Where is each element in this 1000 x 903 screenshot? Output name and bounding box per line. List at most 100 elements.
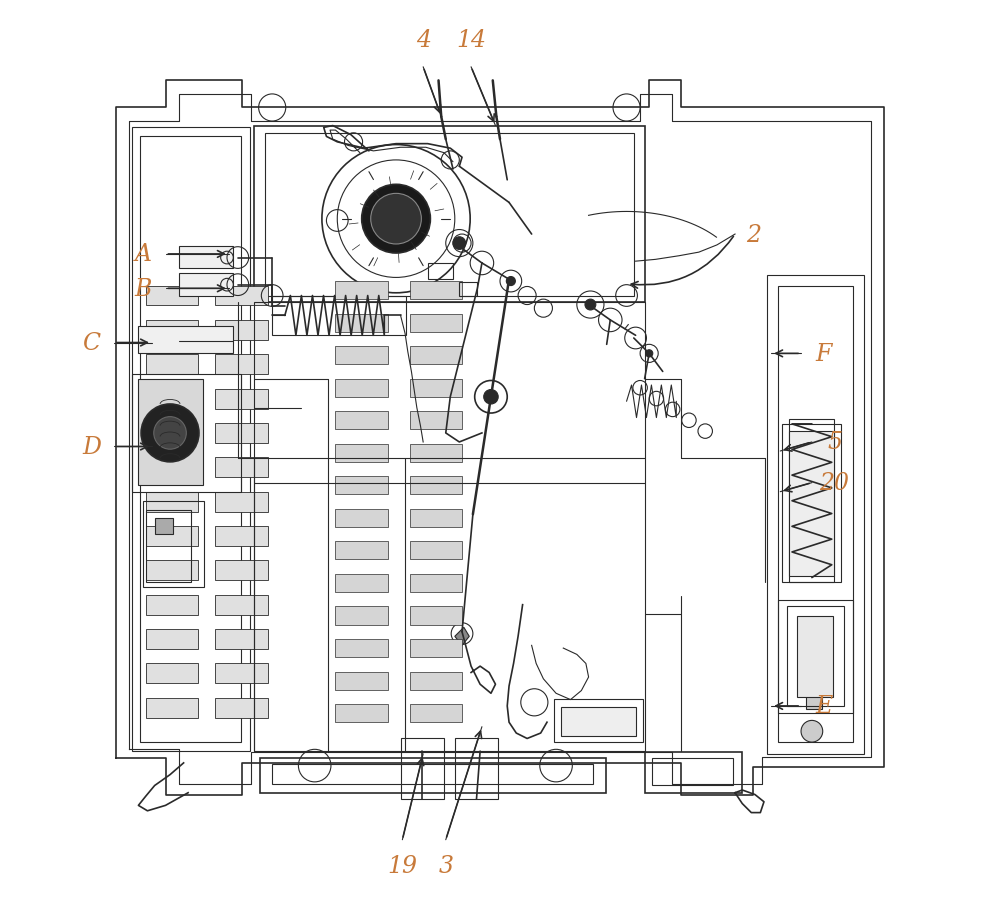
Bar <box>254 126 645 303</box>
Bar <box>179 247 233 269</box>
Bar <box>132 128 250 751</box>
Text: C: C <box>82 331 100 355</box>
Bar <box>410 574 462 592</box>
Bar <box>335 542 388 560</box>
Bar <box>459 283 477 296</box>
Bar <box>335 704 388 722</box>
Bar <box>645 752 742 793</box>
Bar <box>554 699 643 742</box>
Bar <box>335 314 388 332</box>
Bar <box>782 424 841 582</box>
Bar <box>215 355 268 375</box>
Bar <box>254 303 645 751</box>
Bar <box>767 275 864 754</box>
Bar <box>146 526 198 546</box>
Bar <box>146 424 198 443</box>
Bar <box>797 616 833 697</box>
Text: 19: 19 <box>387 853 417 877</box>
Bar <box>146 629 198 649</box>
Bar <box>335 509 388 527</box>
Bar <box>410 314 462 332</box>
Bar <box>410 412 462 430</box>
Bar <box>335 444 388 462</box>
Circle shape <box>141 405 199 462</box>
Text: E: E <box>815 694 832 718</box>
Circle shape <box>453 237 466 250</box>
Bar <box>789 420 834 582</box>
Bar <box>146 664 198 684</box>
Bar <box>132 375 241 492</box>
Bar <box>138 379 203 486</box>
Bar <box>215 389 268 409</box>
Bar <box>789 432 834 576</box>
Bar <box>146 458 198 478</box>
Bar <box>410 379 462 397</box>
Bar <box>260 759 606 793</box>
Bar <box>215 286 268 306</box>
Bar <box>215 492 268 512</box>
Bar <box>778 286 853 742</box>
Bar <box>215 561 268 581</box>
Bar <box>140 137 241 742</box>
Bar <box>428 264 453 280</box>
Text: D: D <box>82 435 101 459</box>
Bar <box>215 458 268 478</box>
Bar <box>335 347 388 365</box>
Bar <box>272 764 593 784</box>
Bar <box>215 698 268 718</box>
Bar <box>146 321 198 340</box>
Bar <box>778 600 853 713</box>
Bar <box>138 327 233 354</box>
Bar <box>410 542 462 560</box>
Bar <box>143 501 204 587</box>
Bar <box>146 355 198 375</box>
Bar <box>215 664 268 684</box>
Bar <box>652 759 733 786</box>
Bar <box>410 282 462 300</box>
Bar <box>265 134 634 296</box>
Bar <box>787 607 844 706</box>
Bar <box>410 444 462 462</box>
Bar <box>146 286 198 306</box>
Text: 20: 20 <box>819 471 849 495</box>
Bar <box>455 738 498 799</box>
Text: 4: 4 <box>416 29 431 52</box>
Bar <box>146 510 191 582</box>
Bar <box>215 629 268 649</box>
Bar <box>146 595 198 615</box>
Bar <box>335 607 388 625</box>
Text: B: B <box>134 277 152 301</box>
Bar <box>146 561 198 581</box>
Circle shape <box>506 277 515 286</box>
Bar <box>410 347 462 365</box>
Bar <box>410 607 462 625</box>
Text: 3: 3 <box>438 853 453 877</box>
Bar <box>335 574 388 592</box>
Bar <box>335 672 388 690</box>
Circle shape <box>154 417 186 450</box>
Circle shape <box>371 194 421 245</box>
Text: F: F <box>815 342 832 366</box>
Bar <box>401 738 444 799</box>
Circle shape <box>585 300 596 311</box>
Bar <box>215 424 268 443</box>
Text: 14: 14 <box>456 29 486 52</box>
Bar <box>335 639 388 657</box>
Circle shape <box>801 721 823 742</box>
Bar <box>146 492 198 512</box>
Circle shape <box>484 390 498 405</box>
Bar <box>272 296 406 336</box>
Polygon shape <box>455 628 469 646</box>
Bar <box>335 477 388 495</box>
Bar <box>806 686 822 709</box>
Circle shape <box>646 350 653 358</box>
Bar <box>410 477 462 495</box>
Bar <box>335 412 388 430</box>
Bar <box>561 707 636 736</box>
Bar <box>215 595 268 615</box>
Bar <box>335 379 388 397</box>
Bar <box>215 321 268 340</box>
Bar <box>410 639 462 657</box>
Bar <box>146 389 198 409</box>
Circle shape <box>362 185 430 254</box>
